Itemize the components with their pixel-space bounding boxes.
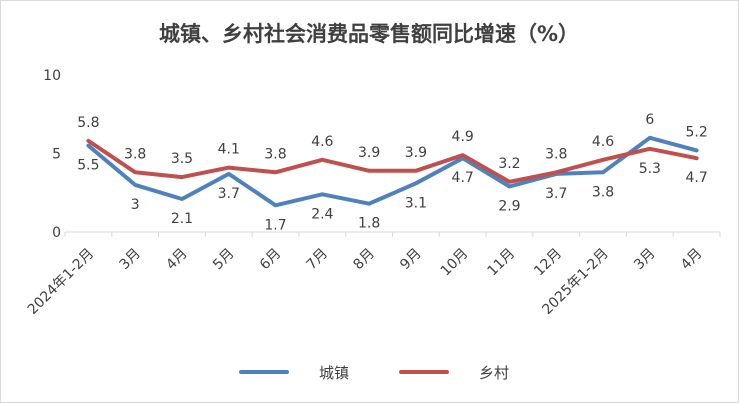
data-label: 1.7 [264, 217, 286, 233]
x-tick-label: 12月 [531, 246, 565, 280]
y-tick-label: 0 [52, 225, 61, 241]
x-tick-label: 11月 [484, 246, 518, 280]
data-label: 4.6 [311, 134, 333, 150]
x-tick-label: 4月 [163, 246, 191, 274]
data-label: 5.2 [685, 124, 707, 140]
data-label: 3.7 [218, 186, 240, 202]
legend-label-rural: 乡村 [479, 364, 509, 382]
data-label: 5.8 [77, 115, 99, 131]
legend-label-urban: 城镇 [319, 364, 349, 382]
x-tick-label: 7月 [304, 246, 332, 274]
data-label: 3.8 [545, 146, 567, 162]
legend: 城镇 乡村 [239, 364, 509, 382]
data-label: 4.1 [218, 142, 240, 158]
data-label: 3.9 [358, 145, 380, 161]
data-label: 4.7 [685, 170, 707, 186]
series-lines [86, 135, 699, 208]
series-line-rural [86, 138, 699, 184]
data-label: 3 [131, 197, 140, 213]
data-label: 6 [645, 112, 654, 128]
y-tick-label: 5 [52, 147, 61, 163]
data-label: 3.9 [405, 145, 427, 161]
x-tick-label: 3月 [116, 246, 144, 274]
data-label: 5.3 [639, 161, 661, 177]
data-label: 5.5 [77, 158, 99, 174]
data-label: 3.5 [171, 151, 193, 167]
data-label: 2.9 [498, 198, 520, 214]
data-label: 2.4 [311, 206, 333, 222]
data-label: 1.8 [358, 216, 380, 232]
y-tick-label: 10 [43, 68, 61, 84]
x-tick-label: 10月 [438, 246, 472, 280]
x-tick-label: 5月 [210, 246, 238, 274]
data-label: 4.9 [452, 129, 474, 145]
data-label: 2.1 [171, 211, 193, 227]
data-label: 3.8 [264, 146, 286, 162]
data-labels: 5.8 5.5 3.8 3 3.5 2.1 4.1 3.7 3.8 1.7 4.6 2.4 3.9 1.8… [77, 112, 707, 234]
data-label: 3.2 [498, 156, 520, 172]
x-tick-label: 4月 [678, 246, 706, 274]
x-tick-label: 9月 [397, 246, 425, 274]
x-tick-label: 6月 [257, 246, 285, 274]
data-label: 4.6 [592, 134, 614, 150]
data-label: 3.8 [592, 184, 614, 200]
x-tick-label: 3月 [631, 246, 659, 274]
data-label: 3.7 [545, 186, 567, 202]
data-label: 4.7 [452, 170, 474, 186]
data-label: 3.8 [124, 146, 146, 162]
x-tick-label: 8月 [350, 246, 378, 274]
x-tick-label: 2024年1-2月 [25, 246, 97, 318]
chart-title: 城镇、乡村社会消费品零售额同比增速（%） [159, 22, 579, 46]
series-line-urban [86, 135, 699, 208]
data-label: 3.1 [405, 195, 427, 211]
